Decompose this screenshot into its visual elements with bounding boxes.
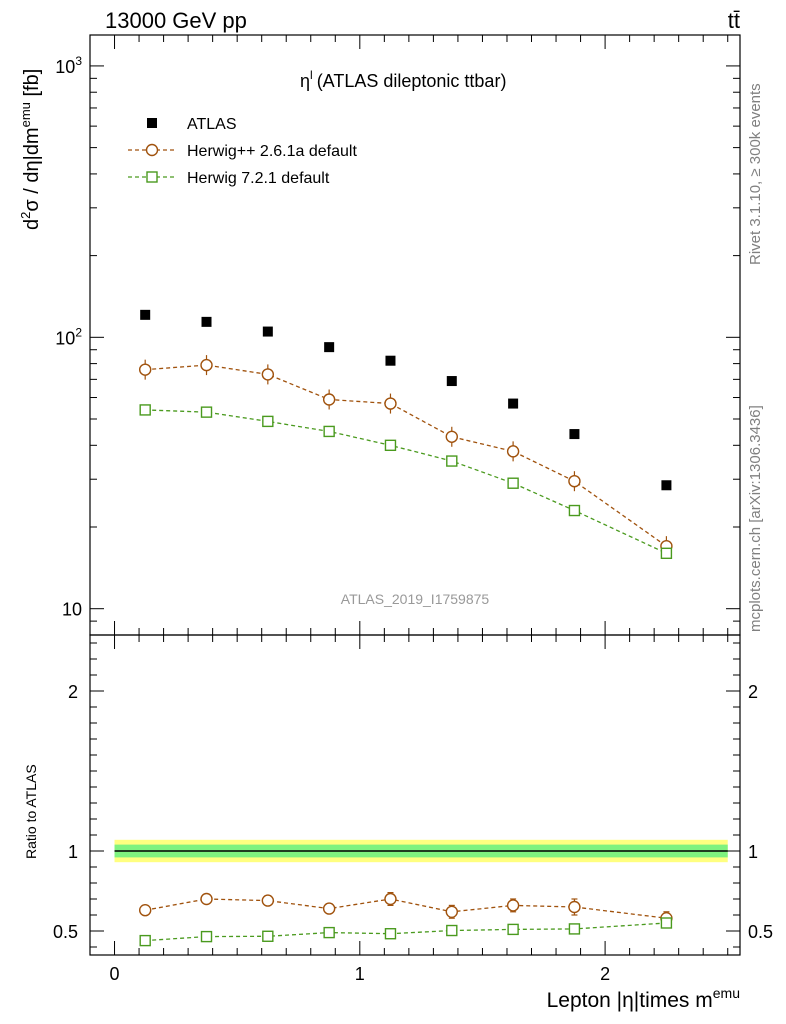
ratio-herwig721-point: [200, 930, 213, 943]
title-rest: (ATLAS dileptonic ttbar): [317, 71, 507, 91]
ratio-y-tick-label: 1: [68, 842, 78, 862]
main-axis-ticks: 10 102 103: [55, 35, 740, 636]
atlas-data-point: [661, 480, 672, 491]
ratio-herwig721-point: [446, 924, 458, 937]
ratio-herwig721-point: [507, 923, 519, 936]
main-panel: 10 102 103 ηl (ATLAS dileptonic ttbar) d2σ …: [18, 34, 741, 636]
atlas-data-point: [446, 376, 457, 387]
ratio-herwig721-point: [568, 923, 581, 935]
title-eta: η: [300, 71, 310, 91]
herwig721-point: [384, 439, 397, 452]
herwig721-point: [446, 455, 458, 467]
herwig261-point: [384, 397, 397, 410]
herwig721-point: [139, 404, 151, 416]
legend-label-atlas: ATLAS: [187, 116, 237, 133]
herwig261-point: [138, 363, 152, 376]
ratio-y-label: Ratio to ATLAS: [23, 764, 39, 859]
ylabel-part-unit: [fb]: [21, 69, 43, 102]
main-y-tick-label: 103: [55, 54, 82, 77]
atlas-data-point: [508, 398, 519, 409]
main-series-layer: [138, 309, 673, 560]
main-title: ηl (ATLAS dileptonic ttbar): [300, 68, 506, 91]
xlabel-sup: emu: [713, 985, 740, 1001]
herwig721-point: [323, 425, 335, 438]
atlas-data-point: [324, 342, 335, 353]
main-series-line: [145, 364, 667, 547]
ratio-herwig261-point: [384, 892, 397, 906]
legend-marker-herwig721: [146, 171, 158, 183]
ratio-herwig721-point: [262, 930, 274, 942]
x-axis-label: Lepton |η|times memu: [547, 985, 740, 1012]
legend-marker-atlas: [147, 118, 157, 128]
atlas-data-point: [201, 316, 212, 327]
mcplots-label: mcplots.cern.ch [arXiv:1306.3436]: [747, 405, 764, 632]
ratio-herwig261-point: [445, 905, 458, 918]
herwig261-point: [261, 368, 275, 381]
atlas-data-point: [569, 429, 580, 440]
ratio-herwig261-point: [138, 904, 152, 917]
process-label: tt̄: [728, 8, 740, 33]
main-series-line: [145, 409, 667, 554]
ratio-herwig721-point: [139, 934, 151, 947]
ratio-y-tick-label-right: 0.5: [748, 922, 773, 942]
herwig261-point: [200, 358, 213, 372]
ratio-y-tick-label-right: 2: [748, 682, 758, 702]
atlas-data-point: [385, 355, 396, 366]
ratio-series-line: [145, 898, 667, 919]
herwig261-point: [506, 445, 520, 458]
herwig721-point: [262, 415, 274, 428]
main-y-label: d2σ / dη|dmemu [fb]: [18, 69, 43, 230]
herwig261-point: [568, 474, 581, 488]
ratio-panel: 0.5 0.5 1 1 2 2 0 1 2 Ratio to ATLAS Lepton |η|t…: [23, 634, 773, 1012]
ratio-y-tick-label: 2: [68, 682, 78, 702]
x-tick-label: 2: [600, 964, 610, 984]
legend-marker-herwig261: [145, 143, 159, 157]
ratio-series-line: [145, 922, 667, 942]
x-tick-label: 1: [355, 964, 365, 984]
ratio-herwig261-point: [322, 902, 336, 915]
legend-label-herwig721: Herwig 7.2.1 default: [187, 170, 330, 187]
energy-label: 13000 GeV pp: [105, 8, 247, 33]
ratio-herwig261-point: [261, 894, 275, 907]
ratio-herwig721-point: [323, 926, 335, 939]
ratio-herwig721-point: [384, 928, 397, 940]
ratio-y-tick-label: 0.5: [53, 922, 78, 942]
herwig261-point: [322, 393, 336, 406]
xlabel-main: Lepton |η|times m: [547, 989, 713, 1012]
atlas-data-point: [140, 309, 151, 320]
ylabel-part-d: d: [21, 219, 43, 230]
ratio-herwig721-point: [660, 917, 673, 929]
atlas-data-point: [262, 326, 273, 337]
ylabel-part-emu: emu: [18, 102, 33, 127]
legend-label-herwig261: Herwig++ 2.6.1a default: [187, 143, 357, 160]
main-y-tick-label: 102: [55, 325, 82, 348]
herwig721-point: [507, 477, 519, 489]
main-y-tick-label: 10: [62, 600, 82, 620]
rivet-version-label: Rivet 3.1.10, ≥ 300k events: [747, 83, 764, 265]
ratio-herwig261-point: [568, 900, 581, 914]
ylabel-part-2: 2: [18, 212, 33, 219]
analysis-watermark: ATLAS_2019_I1759875: [341, 591, 490, 607]
herwig721-point: [568, 504, 581, 517]
ratio-frame: [89, 634, 741, 956]
herwig721-point: [660, 547, 673, 560]
ratio-herwig261-point: [200, 892, 213, 906]
herwig721-point: [200, 406, 213, 418]
ratio-reference-band: [114, 839, 728, 863]
ratio-y-tick-label-right: 1: [748, 842, 758, 862]
ratio-series-layer: [138, 891, 673, 947]
ylabel-part-mid: σ / dη|dm: [21, 127, 43, 211]
ratio-axis-ticks: 0.5 0.5 1 1 2 2 0 1 2: [53, 635, 773, 984]
ratio-herwig261-point: [506, 899, 520, 912]
herwig261-point: [445, 430, 458, 443]
x-tick-label: 0: [110, 964, 120, 984]
legend: ATLAS Herwig++ 2.6.1a default Herwig 7.2…: [128, 116, 357, 187]
title-sup: l: [310, 68, 313, 82]
